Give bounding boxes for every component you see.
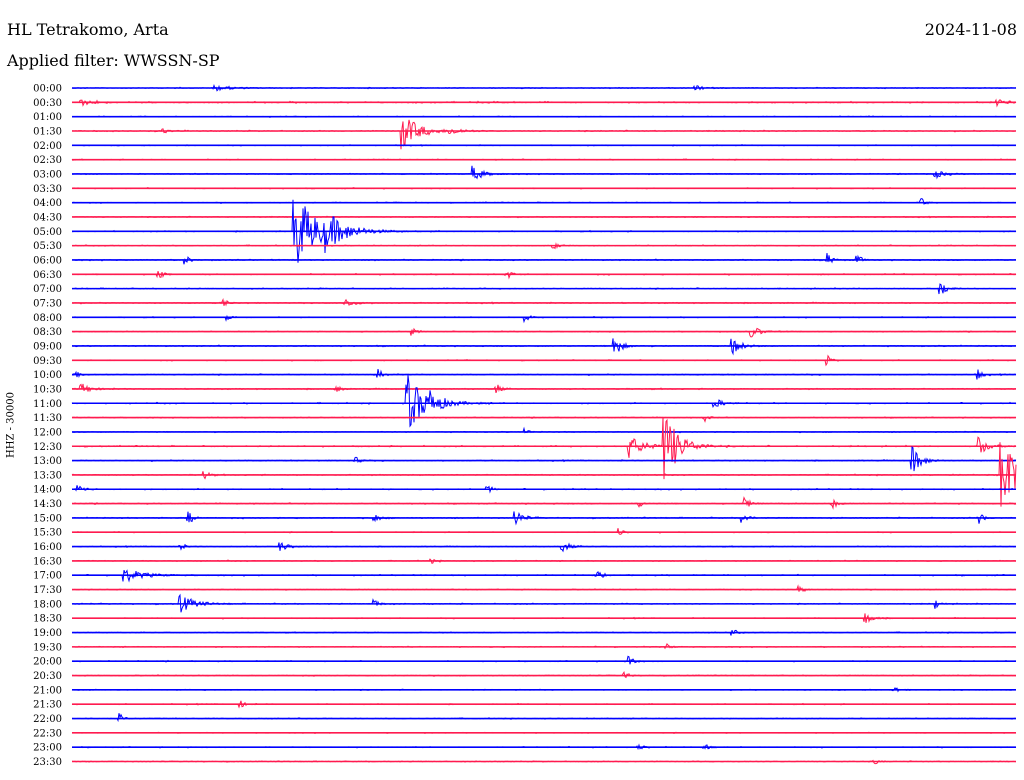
time-tick-label: 15:00 [33,513,62,524]
time-tick-label: 14:30 [33,499,62,510]
time-tick-label: 03:00 [33,169,62,180]
time-tick-label: 10:30 [33,384,62,395]
time-tick-label: 18:00 [33,599,62,610]
time-tick-label: 03:30 [33,184,62,195]
trace-line [71,528,1017,535]
time-tick-label: 07:30 [33,298,62,309]
time-tick-label: 12:00 [33,427,62,438]
time-tick-label: 23:00 [33,743,62,754]
time-tick-label: 02:00 [33,141,62,152]
time-tick-label: 12:30 [33,442,62,453]
time-tick-label: 22:00 [33,714,62,725]
time-tick-label: 18:30 [33,614,62,625]
time-tick-label: 21:00 [33,685,62,696]
time-tick-label: 23:30 [33,757,62,768]
plot-date: 2024-11-08 [924,20,1017,39]
trace-line [71,252,1017,265]
time-tick-label: 15:30 [33,528,62,539]
time-tick-label: 19:00 [33,628,62,639]
time-tick-label: 04:30 [33,212,62,223]
time-tick-label: 11:30 [33,413,62,424]
time-tick-label: 14:00 [33,485,62,496]
time-tick-label: 01:30 [33,126,62,137]
trace-line [71,655,1017,665]
time-tick-label: 20:30 [33,671,62,682]
time-tick-label: 07:00 [33,284,62,295]
time-tick-label: 10:00 [33,370,62,381]
time-tick-label: 19:30 [33,642,62,653]
trace-line [71,417,1017,480]
time-tick-label: 22:30 [33,728,62,739]
time-tick-label: 06:00 [33,255,62,266]
time-tick-label: 02:30 [33,155,62,166]
time-tick-label: 16:30 [33,556,62,567]
time-tick-label: 08:30 [33,327,62,338]
time-tick-label: 13:00 [33,456,62,467]
time-tick-label: 05:00 [33,227,62,238]
time-tick-label: 09:00 [33,341,62,352]
time-tick-label: 00:00 [33,84,62,95]
time-tick-label: 09:30 [33,356,62,367]
time-tick-label: 06:30 [33,270,62,281]
time-tick-label: 13:30 [33,470,62,481]
trace-line [71,327,1016,338]
time-tick-label: 17:00 [33,571,62,582]
time-tick-label: 01:00 [33,112,62,123]
time-tick-label: 17:30 [33,585,62,596]
filter-label: Applied filter: [7,51,119,70]
time-tick-label: 00:30 [33,98,62,109]
filter-line: Applied filter: WWSSN-SP [7,52,220,70]
time-tick-label: 04:00 [33,198,62,209]
time-tick-label: 08:00 [33,313,62,324]
time-tick-label: 21:30 [33,700,62,711]
trace-line [71,375,1017,428]
time-tick-label: 05:30 [33,241,62,252]
filter-value: WWSSN-SP [123,51,220,70]
trace-line [72,445,1017,472]
station-title: HL Tetrakomo, Arta [7,20,169,39]
time-tick-label: 16:00 [33,542,62,553]
time-tick-label: 11:00 [33,399,62,410]
time-tick-label: 20:00 [33,657,62,668]
trace-line [71,165,1017,180]
